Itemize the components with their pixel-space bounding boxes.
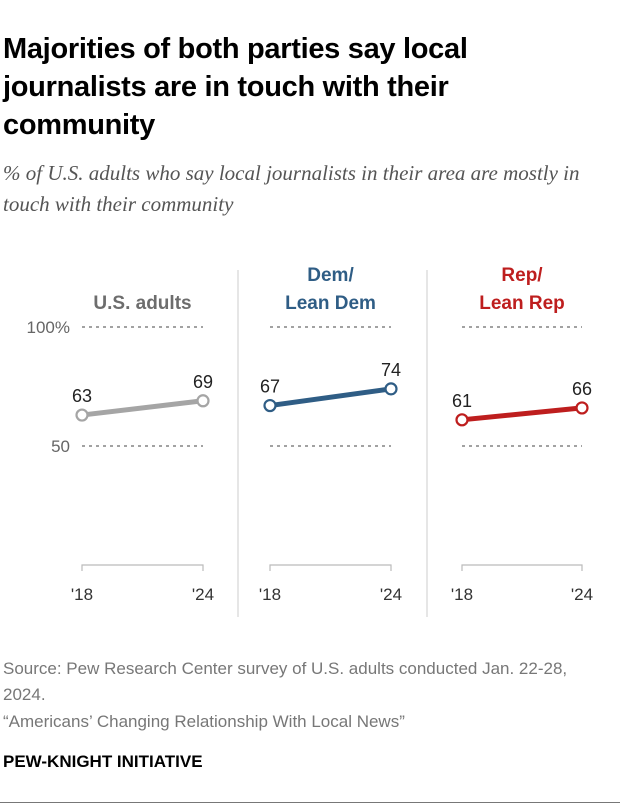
bottom-rule — [0, 802, 620, 803]
panel-title: Dem/ — [307, 265, 354, 286]
panel-title: Lean Dem — [285, 293, 376, 314]
y-tick-label: 100% — [27, 318, 70, 337]
chart-subtitle: % of U.S. adults who say local journalis… — [3, 161, 580, 216]
panel-title: U.S. adults — [93, 293, 191, 314]
panel-title: Lean Rep — [479, 293, 565, 314]
data-point — [263, 398, 277, 413]
data-label: 66 — [572, 379, 592, 399]
data-point — [196, 394, 210, 408]
data-label: 74 — [381, 360, 401, 380]
x-tick-label: '24 — [380, 585, 402, 604]
series-line — [461, 405, 583, 423]
data-label: 63 — [72, 386, 92, 406]
brand-label: PEW-KNIGHT INITIATIVE — [3, 752, 203, 771]
chart-title: Majorities of both parties say local jou… — [3, 33, 468, 141]
y-tick-label: 50 — [51, 437, 70, 456]
x-tick-label: '24 — [571, 585, 593, 604]
x-tick-label: '18 — [451, 585, 473, 604]
data-label: 69 — [193, 372, 213, 392]
x-tick-label: '24 — [192, 585, 214, 604]
x-axis — [81, 564, 204, 571]
source-note: Source: Pew Research Center survey of U.… — [3, 659, 568, 704]
panel-title: Rep/ — [501, 265, 543, 286]
data-label: 67 — [260, 377, 280, 397]
series-line — [269, 386, 392, 409]
x-tick-label: '18 — [71, 585, 93, 604]
series-line — [81, 398, 204, 418]
x-axis — [461, 564, 583, 571]
data-point — [384, 382, 398, 396]
x-axis — [269, 564, 392, 571]
data-point — [575, 401, 589, 415]
x-tick-label: '18 — [259, 585, 281, 604]
data-point — [455, 413, 469, 427]
data-label: 61 — [452, 391, 472, 411]
data-point — [75, 408, 89, 422]
report-title: “Americans’ Changing Relationship With L… — [3, 712, 405, 731]
